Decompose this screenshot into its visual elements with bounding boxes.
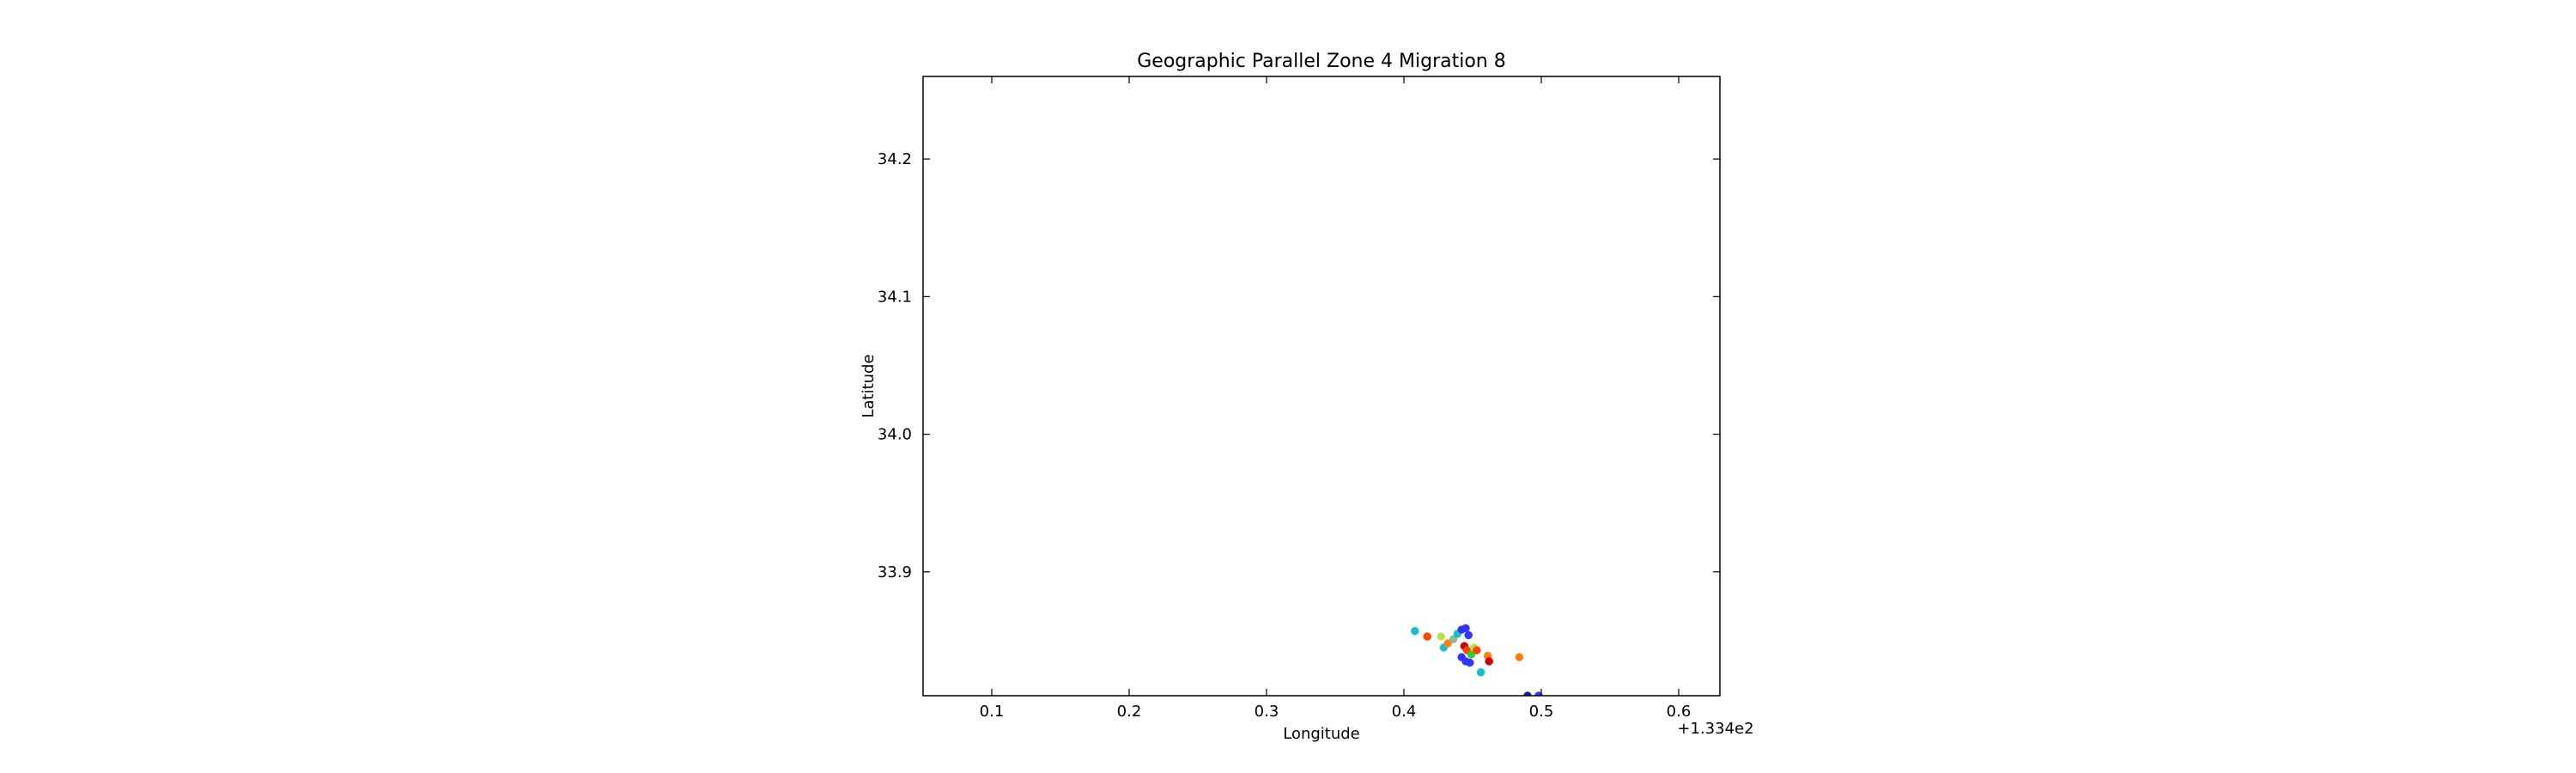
x-tick-label: 0.4 bbox=[1392, 703, 1417, 721]
scatter-point bbox=[1534, 691, 1543, 696]
y-tick-label: 33.9 bbox=[878, 563, 912, 581]
scatter-point bbox=[1443, 639, 1452, 648]
scatter-point bbox=[1411, 626, 1419, 636]
x-tick-label: 0.2 bbox=[1117, 703, 1142, 721]
axis-ticks: 0.1 0.2 0.3 0.4 0.5 0.6 33.9 34.0 34.1 34.2 bbox=[878, 76, 1720, 721]
x-tick-label: 0.5 bbox=[1529, 703, 1554, 721]
scatter-point bbox=[1466, 658, 1474, 667]
scatter-point bbox=[1461, 624, 1470, 633]
x-tick-label: 0.1 bbox=[980, 703, 1005, 721]
data-points bbox=[1411, 624, 1543, 696]
scatter-point bbox=[1485, 657, 1493, 666]
x-axis-offset-label: +1.334e2 bbox=[1677, 720, 1753, 738]
plot-frame bbox=[922, 76, 1721, 697]
chart-title: Geographic Parallel Zone 4 Migration 8 bbox=[1137, 51, 1506, 72]
y-axis-title: Latitude bbox=[860, 354, 878, 417]
scatter-point bbox=[1437, 632, 1445, 641]
scatter-point bbox=[1467, 650, 1476, 659]
scatter-point bbox=[1464, 630, 1473, 640]
y-tick-label: 34.0 bbox=[878, 426, 912, 444]
scatter-point bbox=[1523, 691, 1532, 696]
scatter-point bbox=[1515, 653, 1524, 661]
x-tick-label: 0.6 bbox=[1667, 703, 1692, 721]
y-tick-label: 34.2 bbox=[878, 150, 912, 168]
scatter-point bbox=[1476, 668, 1485, 677]
y-tick-label: 34.1 bbox=[878, 288, 912, 306]
scatter-point bbox=[1449, 635, 1458, 644]
x-tick-label: 0.3 bbox=[1255, 703, 1279, 721]
x-axis-title: Longitude bbox=[1283, 725, 1360, 743]
scatter-point bbox=[1423, 632, 1431, 641]
scatter-point bbox=[1473, 646, 1481, 654]
